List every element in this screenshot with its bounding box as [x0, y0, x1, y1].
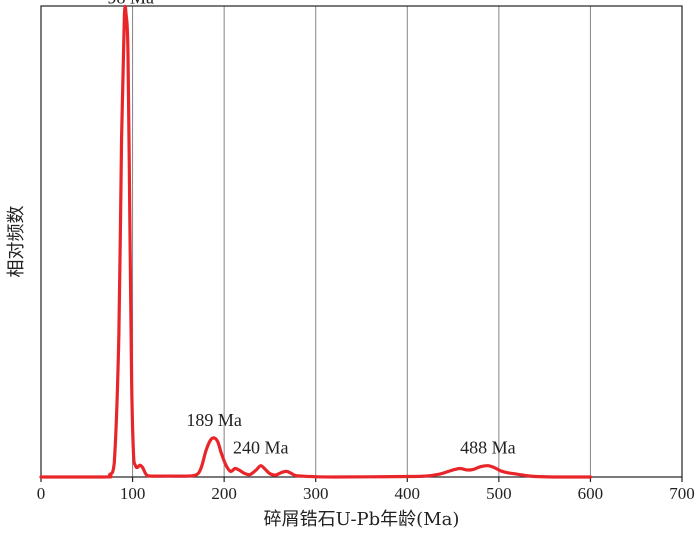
series-layer: [39, 4, 593, 479]
peak-label-3: 488 Ma: [460, 438, 516, 458]
plot-frame: [40, 5, 683, 478]
y-axis-label: 相对频数: [6, 206, 27, 278]
x-tick-label-300: 300: [303, 484, 329, 503]
x-tick-label-100: 100: [120, 484, 146, 503]
x-tick-label-0: 0: [37, 484, 46, 503]
x-tick-label-700: 700: [669, 484, 695, 503]
x-tick-label-500: 500: [486, 484, 512, 503]
x-axis-ticks: 0 100 200 300 400 500 600 700: [37, 477, 695, 503]
x-axis-label: 碎屑锆石U-Pb年龄(Ma): [264, 509, 460, 530]
peak-label-1: 189 Ma: [186, 410, 242, 430]
grid-lines: [132, 6, 591, 477]
x-tick-label-600: 600: [578, 484, 604, 503]
x-tick-label-200: 200: [211, 484, 237, 503]
series-line-0: [39, 4, 593, 479]
peak-label-2: 240 Ma: [233, 438, 289, 458]
peak-label-0: 98 Ma: [107, 0, 154, 7]
peak-annotations: 98 Ma 189 Ma 240 Ma 488 Ma: [107, 0, 515, 458]
x-tick-label-400: 400: [395, 484, 421, 503]
